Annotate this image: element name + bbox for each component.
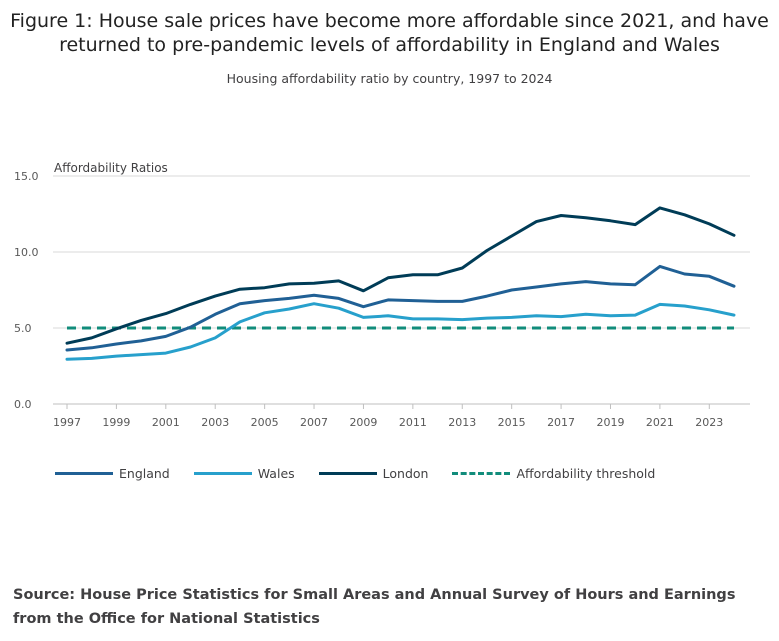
x-tick-label: 2023 <box>695 416 723 429</box>
legend-item-london: London <box>318 466 429 481</box>
x-tick-label: 2013 <box>448 416 476 429</box>
line-chart: 0.0 5.0 10.0 15.0 1997 1999 2001 2003 2005 2007 2… <box>14 161 750 429</box>
legend-swatch <box>193 472 252 475</box>
legend-swatch <box>452 472 511 475</box>
legend-item-wales: Wales <box>193 466 295 481</box>
x-tick-label: 2015 <box>498 416 526 429</box>
series-lines <box>65 206 736 361</box>
gridlines <box>53 175 750 405</box>
legend-label: London <box>382 466 429 481</box>
x-tick-label: 2017 <box>547 416 575 429</box>
x-tick-label: 2003 <box>201 416 229 429</box>
x-tick-label: 2009 <box>349 416 377 429</box>
chart-subtitle: Housing affordability ratio by country, … <box>226 71 553 86</box>
x-axis-ticks: 1997 1999 2001 2003 2005 2007 2009 2011 2013 2015… <box>53 404 723 429</box>
legend-item-england: England <box>55 466 170 481</box>
x-tick-label: 1997 <box>53 416 81 429</box>
legend-label: England <box>119 466 170 481</box>
y-axis-ticks: 0.0 5.0 10.0 15.0 <box>14 170 39 411</box>
chart-title: Figure 1: House sale prices have become … <box>10 10 769 56</box>
chart-legend: England Wales London Affordability threshol… <box>55 466 679 481</box>
legend-label: Wales <box>257 466 295 481</box>
x-tick-label: 1999 <box>102 416 130 429</box>
x-tick-label: 2011 <box>399 416 427 429</box>
legend-label: Affordability threshold <box>516 466 656 481</box>
y-axis-title: Affordability Ratios <box>54 161 168 175</box>
source-note: Source: House Price Statistics for Small… <box>13 587 736 627</box>
legend-swatch <box>318 472 377 475</box>
wales-series-line <box>65 302 736 361</box>
x-tick-label: 2007 <box>300 416 328 429</box>
england-series-line <box>65 264 736 352</box>
y-tick-label: 0.0 <box>14 398 32 411</box>
y-tick-label: 15.0 <box>14 170 39 183</box>
legend-item-threshold: Affordability threshold <box>452 466 655 481</box>
x-tick-label: 2005 <box>251 416 279 429</box>
london-series-line <box>65 206 736 345</box>
x-tick-label: 2021 <box>646 416 674 429</box>
y-tick-label: 5.0 <box>14 322 32 335</box>
y-tick-label: 10.0 <box>14 246 39 259</box>
x-tick-label: 2001 <box>152 416 180 429</box>
legend-swatch <box>55 472 113 475</box>
x-tick-label: 2019 <box>596 416 624 429</box>
